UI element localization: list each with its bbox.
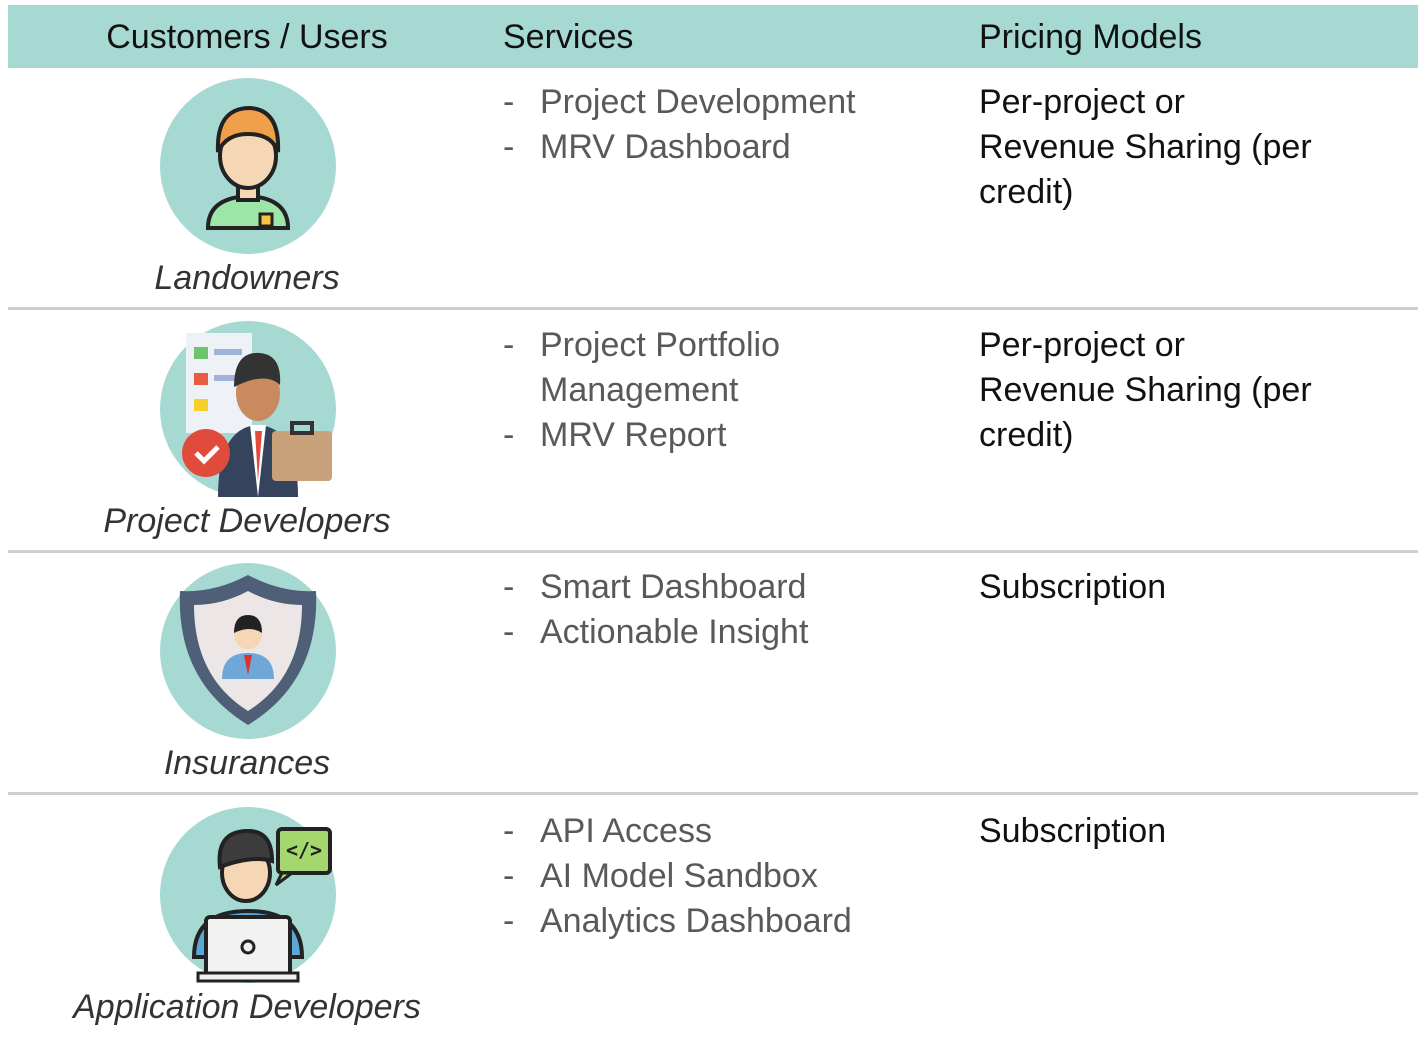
service-text: Project Portfolio Management: [540, 326, 780, 409]
list-marker: -: [503, 613, 515, 651]
pricing-line: Revenue Sharing (per: [979, 128, 1312, 166]
service-text: AI Model Sandbox: [540, 857, 818, 895]
services-list: - Smart Dashboard - Actionable Insight: [503, 565, 943, 655]
customer-label: Insurances: [163, 744, 331, 782]
service-item: - Project Portfolio Management: [503, 323, 943, 413]
list-marker: -: [503, 812, 515, 850]
service-text: MRV Report: [540, 416, 727, 454]
pricing: Subscription: [979, 809, 1166, 854]
service-item: - Project Development: [503, 80, 943, 125]
services-list: - Project Development - MRV Dashboard: [503, 80, 943, 170]
application-developer-icon: </>: [160, 807, 336, 983]
customer-label: Landowners: [154, 259, 340, 297]
pricing: Per-project or Revenue Sharing (per credit…: [979, 323, 1312, 458]
pricing: Subscription: [979, 565, 1166, 610]
service-item: - AI Model Sandbox: [503, 854, 943, 899]
insurance-icon: [160, 563, 336, 739]
list-marker: -: [503, 902, 515, 940]
pricing-line: Subscription: [979, 568, 1167, 606]
services-list: - API Access - AI Model Sandbox - Analytics D…: [503, 809, 943, 944]
list-marker: -: [503, 416, 515, 454]
project-developer-icon: [160, 321, 336, 497]
list-marker: -: [503, 83, 515, 121]
service-item: - Actionable Insight: [503, 610, 943, 655]
pricing-line: Per-project or: [979, 326, 1185, 364]
list-marker: -: [503, 568, 515, 606]
svg-text:</>: </>: [286, 838, 322, 862]
service-item: - MRV Report: [503, 413, 943, 458]
header-cell: Services: [503, 18, 634, 56]
pricing-line: Subscription: [979, 812, 1167, 850]
service-item: - API Access: [503, 809, 943, 854]
table-row: Project Developers - Project Portfolio Ma…: [8, 311, 1418, 553]
pricing-line: Per-project or: [979, 83, 1185, 121]
service-text: Project Development: [540, 83, 856, 121]
pricing-line: credit): [979, 416, 1074, 454]
table-row: Landowners - Project Development - MRV Dash…: [8, 68, 1418, 310]
services-list: - Project Portfolio Management - MRV Report: [503, 323, 943, 458]
service-text: Analytics Dashboard: [540, 902, 852, 940]
pricing-line: credit): [979, 173, 1074, 211]
customer-label: Application Developers: [73, 988, 421, 1026]
service-item: - Smart Dashboard: [503, 565, 943, 610]
service-text: Actionable Insight: [540, 613, 809, 651]
header-cell: Customers / Users: [106, 18, 388, 56]
table-row: </> Application Developers - API Access - A…: [8, 797, 1418, 1039]
customer-label: Project Developers: [103, 502, 391, 540]
service-text: API Access: [540, 812, 712, 850]
service-text: MRV Dashboard: [540, 128, 791, 166]
list-marker: -: [503, 326, 515, 364]
list-marker: -: [503, 128, 515, 166]
pricing-line: Revenue Sharing (per: [979, 371, 1312, 409]
header-cell: Pricing Models: [979, 18, 1202, 56]
table-row: Insurances - Smart Dashboard - Actionable I…: [8, 553, 1418, 795]
landowner-icon: [160, 78, 336, 254]
table-header: Customers / Users Services Pricing Model…: [8, 5, 1418, 68]
service-item: - MRV Dashboard: [503, 125, 943, 170]
pricing: Per-project or Revenue Sharing (per credit…: [979, 80, 1312, 215]
service-text: Smart Dashboard: [540, 568, 807, 606]
list-marker: -: [503, 857, 515, 895]
service-item: - Analytics Dashboard: [503, 899, 943, 944]
